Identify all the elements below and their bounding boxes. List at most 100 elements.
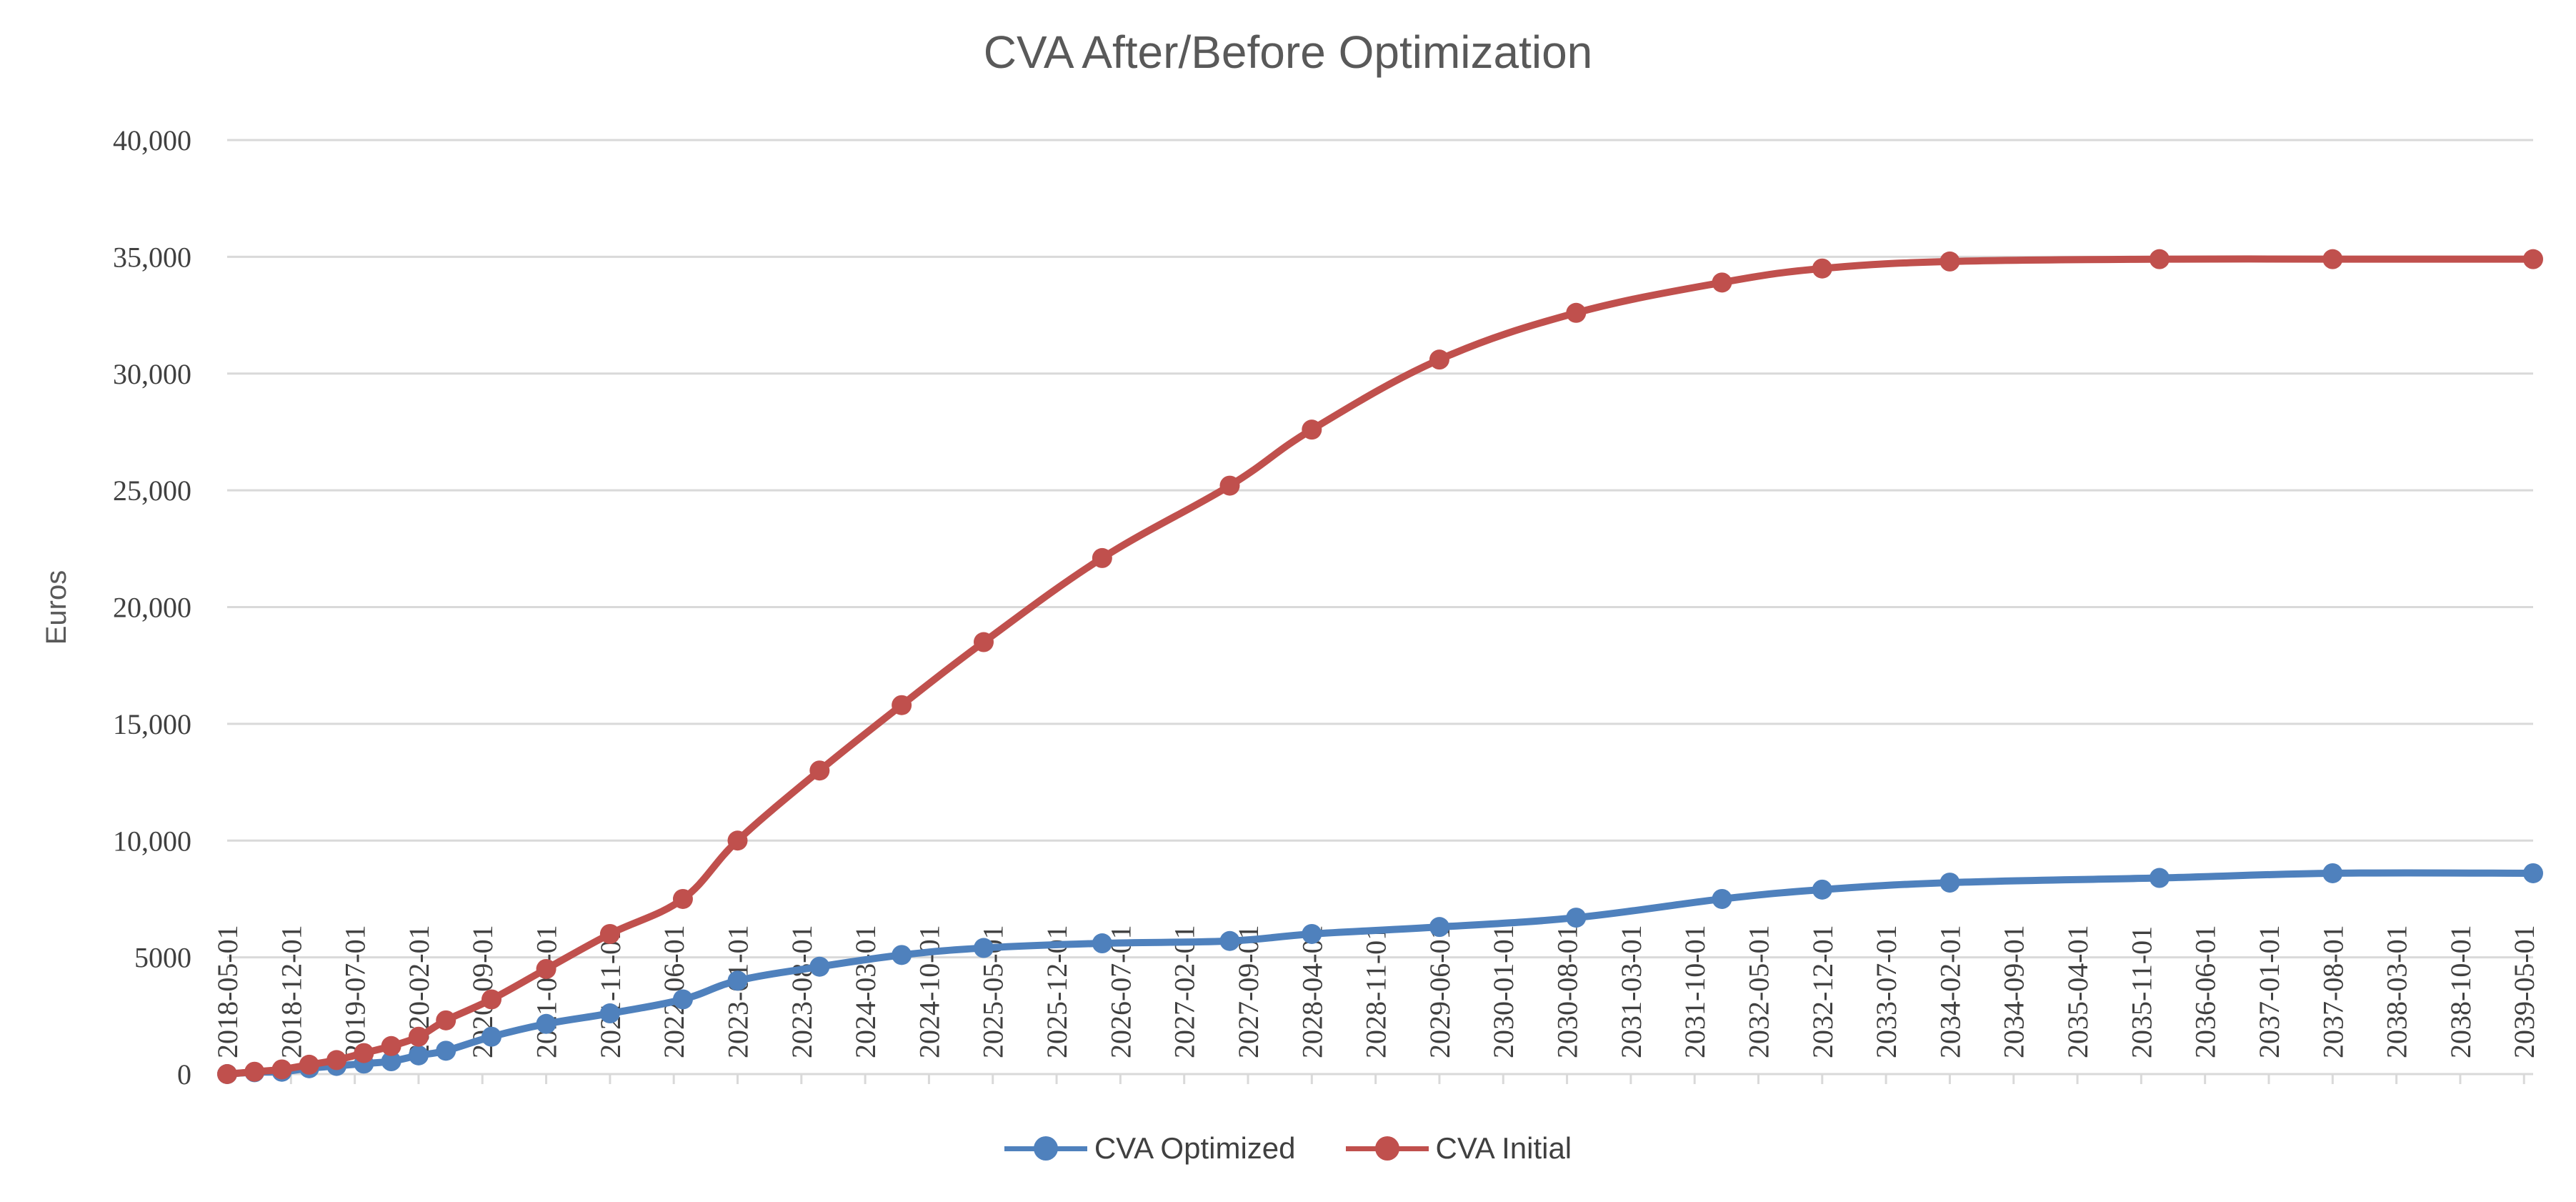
data-point <box>1566 302 1587 323</box>
y-tick-label: 30,000 <box>113 358 191 390</box>
x-tick-label: 2021-04-01 <box>531 925 563 1058</box>
data-point <box>244 1061 265 1082</box>
data-point <box>892 945 912 965</box>
data-point <box>2322 249 2343 269</box>
data-point <box>1566 908 1587 928</box>
data-point <box>1219 475 1240 496</box>
data-point <box>2523 249 2543 269</box>
x-tick-label: 2023-08-01 <box>786 925 818 1058</box>
y-tick-labels: 0 5000 10,000 15,000 20,000 25,000 30,000 35,00… <box>113 124 191 1091</box>
data-point <box>973 632 994 652</box>
x-tick-label: 2021-11-01 <box>594 926 626 1058</box>
axes <box>226 1073 2533 1084</box>
x-tick-label: 2027-02-01 <box>1169 925 1201 1058</box>
legend: CVA Optimized CVA Initial <box>0 1131 2576 1166</box>
data-point <box>436 1040 456 1061</box>
data-point <box>1302 419 1322 440</box>
data-point <box>1092 933 1112 954</box>
data-point <box>326 1050 347 1071</box>
x-tick-label: 2031-10-01 <box>1679 925 1711 1058</box>
y-tick-label: 35,000 <box>113 241 191 273</box>
x-tick-label: 2030-01-01 <box>1487 925 1519 1058</box>
legend-swatch-optimized <box>1004 1131 1087 1166</box>
x-tick-label: 2037-01-01 <box>2253 925 2285 1058</box>
y-tick-label: 20,000 <box>113 592 191 624</box>
x-tick-label: 2024-10-01 <box>913 925 945 1058</box>
x-tick-label: 2035-11-01 <box>2125 926 2157 1058</box>
data-point <box>727 970 748 991</box>
data-point <box>1812 258 1832 279</box>
legend-item-optimized: CVA Optimized <box>1004 1131 1296 1166</box>
data-point <box>1712 272 1732 293</box>
data-point <box>809 760 830 781</box>
legend-item-initial: CVA Initial <box>1345 1131 1572 1166</box>
x-tick-label: 2032-12-01 <box>1807 925 1839 1058</box>
x-tick-label: 2037-08-01 <box>2317 925 2349 1058</box>
data-point <box>1712 888 1732 909</box>
x-tick-label: 2032-05-01 <box>1742 925 1774 1058</box>
x-tick-label: 2018-12-01 <box>275 925 307 1058</box>
data-point <box>672 888 693 909</box>
legend-swatch-initial <box>1345 1131 1429 1166</box>
x-tick-label: 2034-09-01 <box>1998 925 2030 1058</box>
y-tick-label: 5000 <box>134 942 191 974</box>
data-point <box>408 1045 429 1066</box>
x-tick-label: 2039-05-01 <box>2508 925 2540 1058</box>
x-tick-label: 2031-03-01 <box>1615 925 1647 1058</box>
data-point <box>354 1043 374 1063</box>
x-tick-label: 2023-01-01 <box>722 925 754 1058</box>
data-point <box>1219 930 1240 951</box>
chart-title: CVA After/Before Optimization <box>983 26 1593 78</box>
data-point <box>481 989 502 1010</box>
data-point <box>408 1026 429 1047</box>
data-point <box>481 1026 502 1047</box>
y-tick-label: 25,000 <box>113 475 191 507</box>
data-point <box>536 1013 556 1034</box>
data-point <box>727 830 748 851</box>
data-point <box>436 1010 456 1030</box>
data-point <box>1302 923 1322 944</box>
data-point <box>1429 917 1449 938</box>
data-point <box>1812 879 1832 900</box>
data-point <box>271 1059 292 1080</box>
data-point <box>381 1035 401 1056</box>
x-tick-label: 2024-03-01 <box>849 925 882 1058</box>
data-point <box>809 956 830 977</box>
data-point <box>672 989 693 1010</box>
data-point <box>1940 251 1960 272</box>
x-tick-label: 2034-02-01 <box>1934 925 1966 1058</box>
series <box>217 249 2543 1084</box>
data-point <box>217 1064 237 1084</box>
y-tick-label: 10,000 <box>113 825 191 857</box>
x-tick-label: 2027-09-01 <box>1232 925 1264 1058</box>
y-tick-label: 0 <box>177 1058 191 1091</box>
data-point <box>536 958 556 979</box>
y-tick-label: 40,000 <box>113 124 191 157</box>
data-point <box>2149 868 2170 888</box>
x-tick-label: 2029-06-01 <box>1424 925 1456 1058</box>
data-point <box>1429 349 1449 370</box>
data-point <box>599 1003 620 1024</box>
data-point <box>2523 863 2543 883</box>
data-point <box>599 923 620 944</box>
x-tick-label: 2019-07-01 <box>339 925 371 1058</box>
x-tick-label: 2028-11-01 <box>1360 926 1392 1058</box>
legend-label-optimized: CVA Optimized <box>1094 1131 1296 1165</box>
y-tick-label: 15,000 <box>113 708 191 740</box>
x-tick-label: 2033-07-01 <box>1870 925 1902 1058</box>
x-tick-label: 2030-08-01 <box>1552 925 1584 1058</box>
data-point <box>299 1054 319 1075</box>
data-point <box>2322 863 2343 883</box>
x-tick-label: 2028-04-01 <box>1296 925 1328 1058</box>
data-point <box>381 1051 401 1072</box>
data-point <box>892 695 912 715</box>
x-tick-labels: 2018-05-01 2018-12-01 2019-07-01 2020-02-01… <box>211 925 2540 1058</box>
y-axis-label: Euros <box>41 570 72 645</box>
x-tick-label: 2018-05-01 <box>211 925 244 1058</box>
x-tick-label: 2035-04-01 <box>2062 925 2094 1058</box>
data-point <box>1940 873 1960 893</box>
data-point <box>973 938 994 958</box>
series-1 <box>217 249 2543 1084</box>
x-tick-label: 2038-03-01 <box>2381 925 2413 1058</box>
